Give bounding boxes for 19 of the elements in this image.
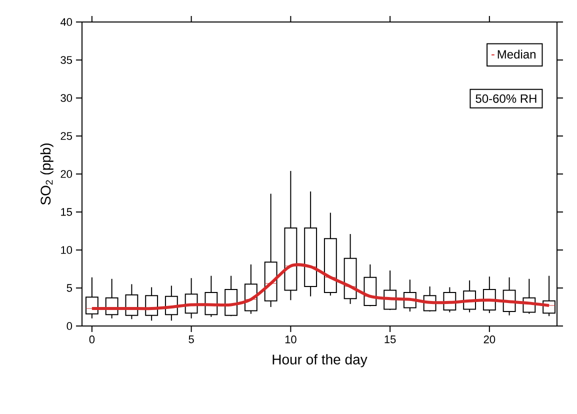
- y-tick-label: 40: [60, 18, 72, 26]
- x-axis-title: Hour of the day: [272, 354, 368, 368]
- y-tick-label: 15: [61, 208, 72, 216]
- y-tick-label: 5: [66, 284, 72, 292]
- y-tick-label: 35: [60, 56, 72, 64]
- x-tick-label: 20: [484, 336, 496, 344]
- x-tick-label: 15: [384, 336, 396, 344]
- line-series: [90, 263, 551, 310]
- legend-label: Median: [498, 50, 536, 59]
- y-tick-label: 25: [60, 132, 72, 140]
- y-tick-label: 20: [60, 170, 72, 178]
- annotation: 50-60% RH: [476, 94, 536, 103]
- y-tick-label: 0: [66, 322, 72, 330]
- x-tick-label: 10: [285, 336, 296, 344]
- y-axis-title: SO$_{2}$ (ppb): [40, 143, 54, 205]
- x-tick-label: 5: [188, 336, 194, 344]
- x-tick-label: 0: [89, 336, 95, 344]
- y-tick-label: 30: [60, 94, 72, 102]
- y-tick-label: 10: [61, 246, 72, 254]
